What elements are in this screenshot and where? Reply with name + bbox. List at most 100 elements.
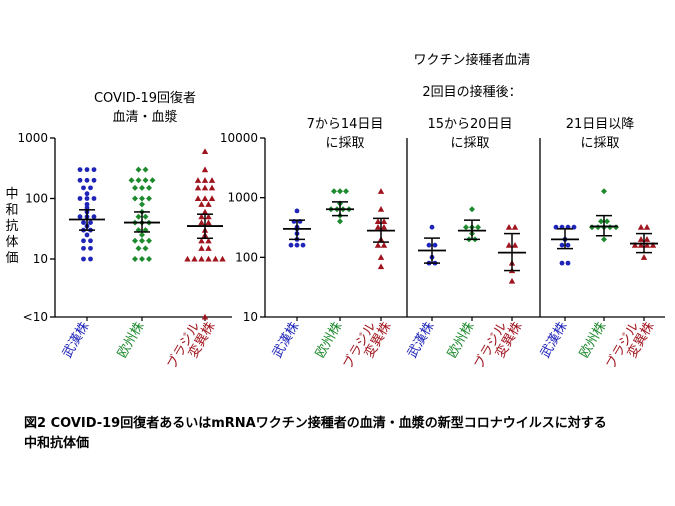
panel-title-line: 血清・血漿 <box>112 110 177 125</box>
x-category-label: 欧州株 <box>313 320 345 361</box>
x-category-label: 武漢株 <box>538 320 570 361</box>
data-point <box>565 260 571 266</box>
data-point <box>139 195 145 202</box>
panel-title-line: 7から14日目 <box>307 117 384 132</box>
data-point <box>374 223 382 230</box>
y-tick-label: 1000 <box>17 131 48 145</box>
data-point <box>643 223 651 230</box>
data-point <box>88 185 93 191</box>
data-point <box>377 263 385 270</box>
data-point <box>649 241 657 248</box>
data-point <box>300 242 306 248</box>
data-point <box>511 241 519 248</box>
data-point <box>194 177 202 183</box>
data-point <box>198 213 205 220</box>
panel-title-line: に採取 <box>325 136 364 151</box>
data-point <box>146 195 152 202</box>
data-point <box>377 254 385 260</box>
data-point <box>81 220 86 225</box>
data-point <box>84 191 90 197</box>
data-point <box>380 241 388 248</box>
data-point <box>142 213 149 220</box>
data-point <box>604 218 610 225</box>
data-point <box>84 167 90 173</box>
data-point <box>432 242 438 248</box>
data-point <box>84 232 90 238</box>
data-point <box>505 223 513 230</box>
figure: 中和抗体価 ワクチン接種者血清 2回目の接種後： COVID-19回復者血清・血… <box>5 52 665 372</box>
data-point <box>132 184 138 191</box>
data-point <box>146 237 152 244</box>
data-point <box>91 196 97 201</box>
data-point <box>77 196 83 201</box>
data-point <box>374 218 382 224</box>
data-point <box>380 218 388 224</box>
data-point <box>511 223 519 230</box>
data-point <box>132 237 138 244</box>
data-point <box>88 245 93 251</box>
data-point <box>88 220 93 225</box>
data-point <box>565 242 571 248</box>
data-point <box>201 166 209 173</box>
data-point <box>426 242 432 248</box>
data-point <box>201 148 209 154</box>
data-point <box>84 177 90 183</box>
data-point <box>374 241 382 248</box>
data-point <box>380 223 388 230</box>
data-point <box>81 185 86 191</box>
data-point <box>198 201 205 207</box>
data-point <box>598 218 604 225</box>
data-point <box>88 256 93 262</box>
data-point <box>601 236 607 243</box>
data-point <box>201 177 209 183</box>
data-point <box>77 167 83 173</box>
data-point <box>146 256 152 262</box>
data-point <box>146 184 152 191</box>
data-point <box>208 184 216 191</box>
data-point <box>91 177 97 183</box>
x-category-label: 武漢株 <box>60 320 92 361</box>
data-point <box>429 224 435 230</box>
data-point <box>601 188 607 195</box>
y-tick-label: 1000 <box>227 191 258 205</box>
data-point <box>377 206 385 212</box>
data-point <box>205 201 212 207</box>
vaccine-dose-title: 2回目の接種後： <box>422 84 521 100</box>
data-point <box>205 213 212 220</box>
data-point <box>205 245 212 251</box>
data-point <box>139 256 145 262</box>
data-point <box>84 201 90 207</box>
data-point <box>84 196 90 201</box>
panel-title-line: COVID-19回復者 <box>94 90 196 106</box>
data-point <box>135 213 142 220</box>
data-point <box>77 177 83 183</box>
panel-title-line: に採取 <box>580 136 619 151</box>
data-point <box>631 241 639 248</box>
data-point <box>294 208 300 214</box>
y-tick-label: 100 <box>25 192 48 206</box>
x-category-label: 欧州株 <box>577 320 609 361</box>
data-point <box>135 245 142 252</box>
figure-caption: 図2 COVID-19回復者あるいはmRNAワクチン接種者の血清・血漿の新型コロ… <box>24 414 664 454</box>
data-point <box>463 224 469 231</box>
caption-line-1: 図2 COVID-19回復者あるいはmRNAワクチン接種者の血清・血漿の新型コロ… <box>24 416 607 431</box>
data-point <box>201 313 209 320</box>
panel-title-line: 15から20日目 <box>427 117 512 132</box>
data-point <box>139 237 145 244</box>
data-point <box>643 236 651 242</box>
data-point <box>91 167 97 173</box>
data-point <box>132 256 138 262</box>
data-point <box>132 195 138 202</box>
data-point <box>128 177 135 184</box>
data-point <box>198 219 205 226</box>
y-tick-label: 10000 <box>220 131 258 145</box>
data-point <box>194 195 202 202</box>
data-point <box>91 214 97 220</box>
y-tick-label: 10 <box>243 310 258 324</box>
data-point <box>637 236 645 242</box>
data-point <box>139 184 145 191</box>
data-point <box>212 255 219 262</box>
